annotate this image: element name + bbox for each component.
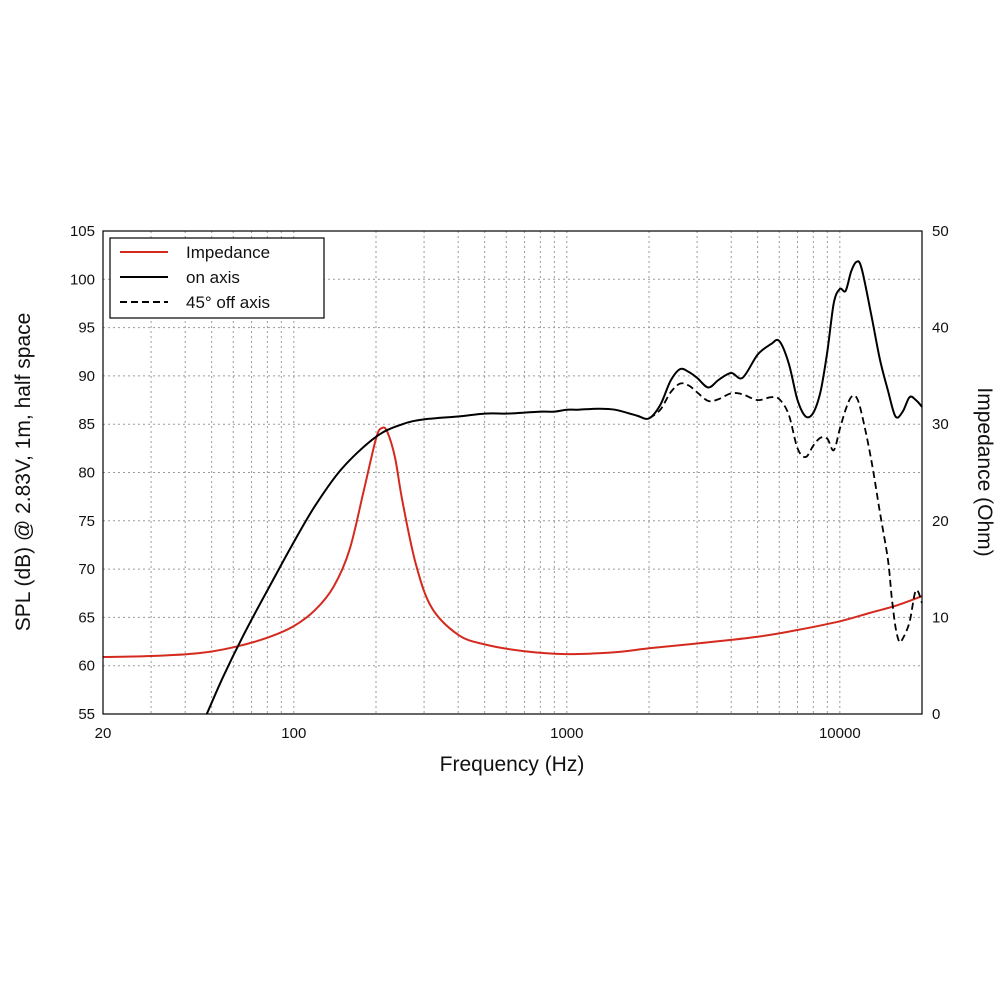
series-lines [102, 260, 923, 715]
on-axis-curve [205, 260, 923, 715]
x-tick-label: 1000 [550, 725, 583, 742]
y2-tick-label: 20 [932, 513, 949, 530]
y-tick-label: 70 [78, 561, 95, 578]
y-tick-label: 75 [78, 513, 95, 530]
y-tick-label: 105 [70, 223, 95, 240]
y-tick-label: 100 [70, 271, 95, 288]
y2-tick-label: 10 [932, 609, 949, 626]
x-tick-label: 100 [281, 725, 306, 742]
x-axis-title: Frequency (Hz) [440, 753, 585, 776]
y-axis-title: SPL (dB) @ 2.83V, 1m, half space [12, 313, 35, 632]
y2-tick-label: 30 [932, 416, 949, 433]
y2-tick-label: 0 [932, 706, 940, 723]
legend: Impedance on axis 45° off axis [109, 237, 325, 319]
y-tick-label: 55 [78, 706, 95, 723]
x-tick-label: 10000 [819, 725, 861, 742]
y-tick-label: 80 [78, 465, 95, 482]
y2-axis-title: Impedance (Ohm) [973, 387, 996, 556]
plot-frame [102, 230, 923, 715]
y2-tick-label: 50 [932, 223, 949, 240]
legend-label-off-axis: 45° off axis [186, 293, 270, 312]
y-tick-label: 95 [78, 320, 95, 337]
legend-label-on-axis: on axis [186, 268, 240, 287]
y-tick-label: 90 [78, 368, 95, 385]
impedance-curve [102, 426, 923, 658]
y-tick-label: 60 [78, 658, 95, 675]
off-axis-45-curve [648, 382, 923, 644]
legend-label-impedance: Impedance [186, 243, 270, 262]
y-tick-label: 85 [78, 416, 95, 433]
x-tick-label: 20 [95, 725, 112, 742]
y2-tick-label: 40 [932, 320, 949, 337]
y-tick-label: 65 [78, 609, 95, 626]
tick-labels: 55 60 65 70 75 80 85 90 95 100 105 0 10 20 30 40 50 20 100… [70, 223, 949, 742]
